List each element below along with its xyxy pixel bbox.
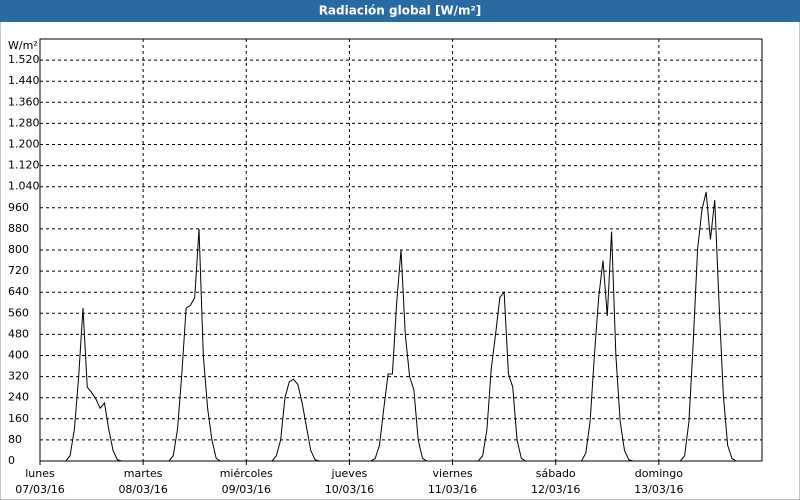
x-tick-label: viernes bbox=[433, 467, 473, 480]
y-tick-label: 880 bbox=[8, 222, 29, 235]
x-tick-label: domingo bbox=[635, 467, 683, 480]
y-tick-label: 80 bbox=[8, 433, 22, 446]
y-axis-label: W/m² bbox=[8, 39, 38, 52]
x-tick-date: 13/03/16 bbox=[634, 483, 683, 496]
data-line bbox=[40, 191, 762, 462]
y-tick-label: 1.520 bbox=[8, 53, 40, 66]
x-tick-label: jueves bbox=[331, 467, 368, 480]
y-tick-label: 1.120 bbox=[8, 159, 40, 172]
x-tick-label: martes bbox=[124, 467, 163, 480]
y-tick-label: 720 bbox=[8, 264, 29, 277]
y-tick-label: 480 bbox=[8, 327, 29, 340]
x-tick-date: 12/03/16 bbox=[531, 483, 580, 496]
y-tick-label: 240 bbox=[8, 391, 29, 404]
x-tick-label: miércoles bbox=[220, 467, 273, 480]
y-tick-label: 1.040 bbox=[8, 180, 40, 193]
y-tick-label: 560 bbox=[8, 306, 29, 319]
x-tick-label: sábado bbox=[536, 467, 576, 480]
y-tick-label: 1.280 bbox=[8, 116, 40, 129]
y-tick-label: 800 bbox=[8, 243, 29, 256]
y-tick-label: 320 bbox=[8, 370, 29, 383]
x-tick-label: lunes bbox=[25, 467, 55, 480]
x-tick-date: 11/03/16 bbox=[428, 483, 477, 496]
plot-frame bbox=[39, 38, 763, 462]
x-tick-date: 07/03/16 bbox=[15, 483, 64, 496]
y-tick-label: 400 bbox=[8, 349, 29, 362]
x-tick-date: 08/03/16 bbox=[118, 483, 167, 496]
y-tick-label: 1.360 bbox=[8, 95, 40, 108]
x-tick-date: 09/03/16 bbox=[222, 483, 271, 496]
y-tick-label: 1.440 bbox=[8, 74, 40, 87]
x-tick-date: 10/03/16 bbox=[325, 483, 374, 496]
y-tick-label: 0 bbox=[8, 454, 15, 467]
y-tick-label: 960 bbox=[8, 201, 29, 214]
y-tick-label: 1.200 bbox=[8, 138, 40, 151]
title-bar bbox=[0, 0, 800, 22]
y-tick-label: 160 bbox=[8, 412, 29, 425]
y-tick-label: 640 bbox=[8, 285, 29, 298]
chart-title: Radiación global [W/m²] bbox=[319, 4, 482, 18]
